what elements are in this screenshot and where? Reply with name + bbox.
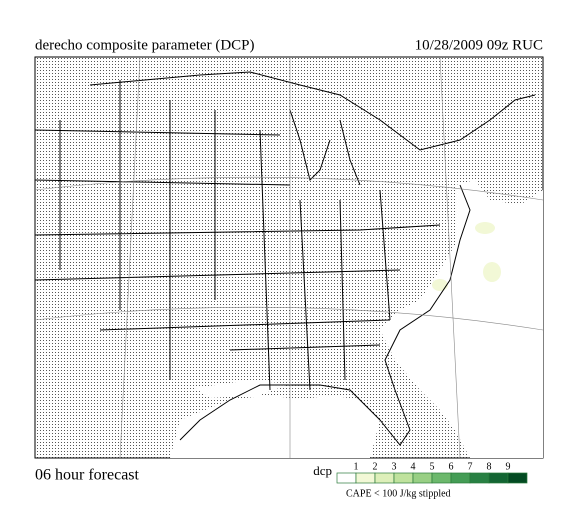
legend-tick-label: 5 [430,461,435,472]
forecast-hour: 06 hour forecast [35,467,140,484]
legend-swatch [450,472,471,484]
legend-tick-label: 3 [392,461,397,472]
legend-tick-label: 4 [411,461,416,472]
legend-swatch [431,472,452,484]
legend-swatch [488,472,509,484]
legend-tick-label: 8 [487,461,492,472]
legend-tick-label: 6 [449,461,454,472]
legend-swatch [412,472,433,484]
legend-tick-label: 7 [468,461,473,472]
legend-swatch [374,472,395,484]
legend-tick-label: 1 [354,461,359,472]
legend-swatch [393,472,414,484]
legend-label: dcp [313,463,332,478]
valid-time: 10/28/2009 09z RUC [415,37,543,53]
legend-swatch [355,472,376,484]
legend-tick-label: 9 [506,461,511,472]
legend-tick-label: 2 [373,461,378,472]
legend-swatch [469,472,490,484]
map [34,56,544,459]
title: derecho composite parameter (DCP) [35,37,255,53]
legend-swatch [336,472,357,484]
legend-swatch [507,472,528,484]
stipple-note: CAPE < 100 J/kg stippled [346,488,451,499]
legend: 1 2 3 4 5 6 7 8 9 [336,461,528,484]
